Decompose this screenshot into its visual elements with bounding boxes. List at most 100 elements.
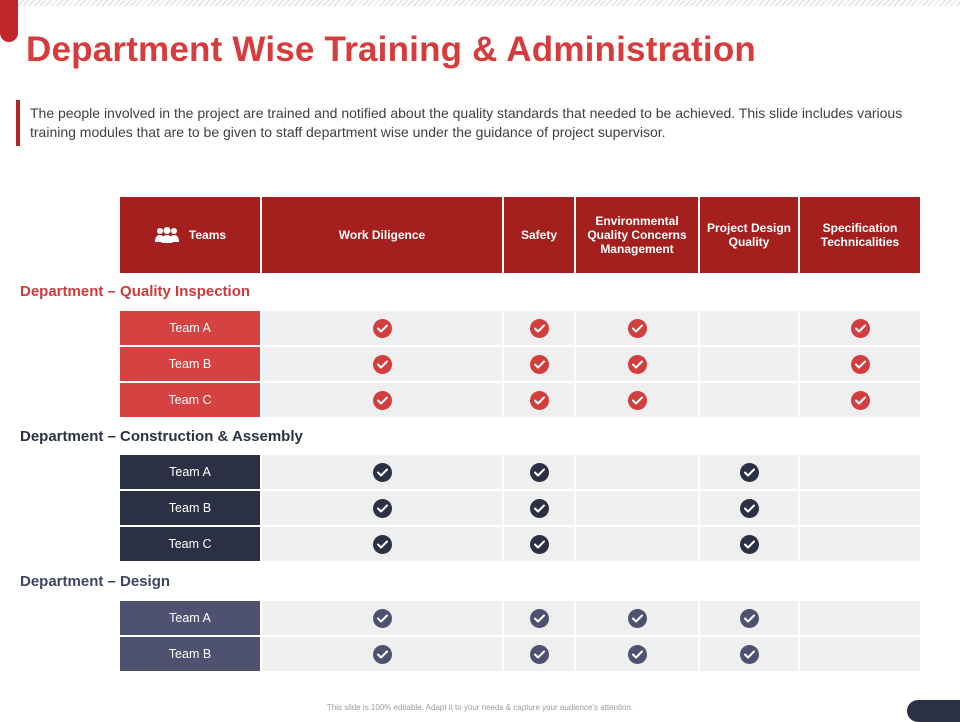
table-cell [504, 491, 574, 527]
page-tab-decoration [907, 700, 960, 722]
table-cell [262, 455, 502, 491]
check-circle-icon [372, 498, 392, 518]
header-specification-technicalities: Specification Technicalities [800, 197, 920, 273]
table-cell [800, 527, 920, 563]
team-label: Team B [120, 637, 260, 673]
team-label: Team B [120, 491, 260, 527]
check-circle-icon [850, 354, 870, 374]
department-heading: Department – Quality Inspection [20, 283, 251, 300]
team-group-icon [154, 226, 180, 244]
department-section-cell: Department – Construction & Assembly [20, 419, 920, 455]
check-circle-icon [529, 534, 549, 554]
check-circle-icon [627, 390, 647, 410]
header-label: Teams [188, 228, 227, 242]
table-cell [576, 527, 698, 563]
table-cell [576, 311, 698, 347]
table-row: Team C [120, 527, 920, 563]
check-circle-icon [529, 644, 549, 664]
check-circle-icon [627, 644, 647, 664]
table-cell [576, 455, 698, 491]
intro-text: The people involved in the project are t… [30, 105, 903, 140]
table-cell [800, 455, 920, 491]
table-cell [800, 601, 920, 637]
table-row: Team B [120, 347, 920, 383]
table-cell [800, 347, 920, 383]
department-section: Department – Construction & Assembly [20, 419, 920, 455]
check-circle-icon [739, 608, 759, 628]
check-circle-icon [850, 390, 870, 410]
intro-accent-bar [16, 100, 20, 146]
team-label: Team C [120, 383, 260, 419]
table-cell [700, 383, 798, 419]
table-cell [576, 491, 698, 527]
table-cell [262, 311, 502, 347]
table-cell [576, 383, 698, 419]
department-section-cell: Department – Quality Inspection [20, 273, 920, 311]
check-circle-icon [529, 390, 549, 410]
check-circle-icon [372, 318, 392, 338]
check-circle-icon [372, 534, 392, 554]
header-environmental-quality: Environmental Quality Concerns Managemen… [576, 197, 698, 273]
table-cell [262, 637, 502, 673]
table-cell [800, 311, 920, 347]
table-cell [504, 527, 574, 563]
check-circle-icon [627, 354, 647, 374]
check-circle-icon [850, 318, 870, 338]
department-section: Department – Design [20, 563, 920, 601]
check-circle-icon [372, 354, 392, 374]
table-cell [700, 311, 798, 347]
table-row: Team A [120, 311, 920, 347]
check-circle-icon [739, 644, 759, 664]
check-circle-icon [372, 608, 392, 628]
table-row: Team B [120, 491, 920, 527]
table-row: Team A [120, 601, 920, 637]
check-circle-icon [372, 462, 392, 482]
check-circle-icon [372, 644, 392, 664]
table-cell [262, 601, 502, 637]
table-cell [262, 347, 502, 383]
check-circle-icon [372, 390, 392, 410]
table-cell [262, 383, 502, 419]
check-circle-icon [739, 534, 759, 554]
team-label: Team A [120, 455, 260, 491]
table-cell [262, 527, 502, 563]
team-label: Team A [120, 601, 260, 637]
check-circle-icon [529, 608, 549, 628]
header-teams: Teams [120, 197, 260, 273]
header-project-design-quality: Project Design Quality [700, 197, 798, 273]
table-cell [504, 601, 574, 637]
team-label: Team A [120, 311, 260, 347]
table-row: Team A [120, 455, 920, 491]
team-label: Team C [120, 527, 260, 563]
table-cell [504, 637, 574, 673]
department-section-cell: Department – Design [20, 563, 920, 601]
table-cell [800, 491, 920, 527]
table-header-row: Teams Work Diligence Safety Environmenta… [120, 197, 920, 273]
team-label: Team B [120, 347, 260, 383]
department-section: Department – Quality Inspection [20, 273, 920, 311]
table-cell [504, 347, 574, 383]
table-cell [576, 347, 698, 383]
department-heading: Department – Design [20, 573, 171, 590]
department-heading: Department – Construction & Assembly [20, 428, 303, 445]
check-circle-icon [529, 318, 549, 338]
table-cell [800, 383, 920, 419]
check-circle-icon [627, 608, 647, 628]
table-row: Team B [120, 637, 920, 673]
check-circle-icon [739, 462, 759, 482]
check-circle-icon [529, 354, 549, 374]
table-cell [800, 637, 920, 673]
check-circle-icon [529, 498, 549, 518]
header-work-diligence: Work Diligence [262, 197, 502, 273]
table-body: Department – Quality Inspection Team A Tea… [20, 273, 920, 673]
table-cell [504, 455, 574, 491]
slide-title: Department Wise Training & Administratio… [26, 30, 757, 69]
table-cell [262, 491, 502, 527]
table-cell [576, 601, 698, 637]
footer-note: This slide is 100% editable. Adapt it to… [326, 703, 634, 712]
corner-tab-decoration [0, 0, 18, 42]
table-cell [700, 455, 798, 491]
table-cell [576, 637, 698, 673]
table-cell [504, 383, 574, 419]
header-safety: Safety [504, 197, 574, 273]
